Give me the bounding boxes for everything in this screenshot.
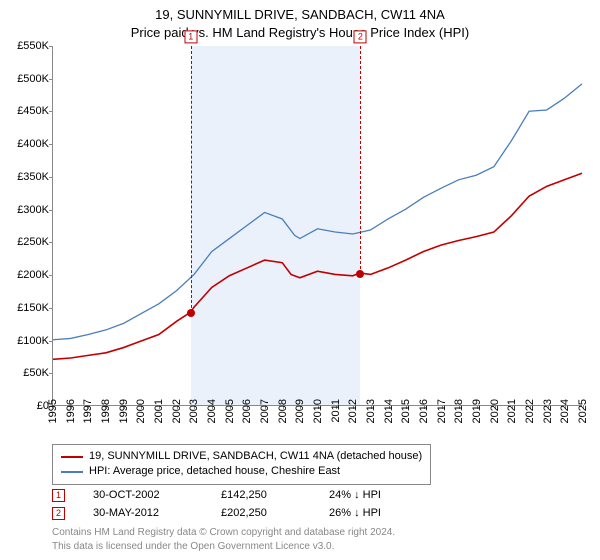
x-tick-label: 2009 [294, 399, 306, 423]
x-tick-label: 2025 [577, 399, 589, 423]
x-tick-label: 2011 [330, 399, 342, 423]
y-tick-label: £500K [5, 73, 49, 85]
x-tick-label: 2022 [524, 399, 536, 423]
x-tick-label: 2005 [224, 399, 236, 423]
chart-area: £0£50K£100K£150K£200K£250K£300K£350K£400… [52, 46, 582, 406]
sales-row: 2 30-MAY-2012 £202,250 26% ↓ HPI [52, 504, 429, 522]
legend-label: 19, SUNNYMILL DRIVE, SANDBACH, CW11 4NA … [89, 449, 422, 464]
x-tick-label: 1997 [82, 399, 94, 423]
x-tick-label: 2024 [559, 399, 571, 423]
footer-line-2: This data is licensed under the Open Gov… [52, 540, 395, 554]
series-hpi [53, 84, 582, 340]
x-tick-label: 2003 [188, 399, 200, 423]
footer-attribution: Contains HM Land Registry data © Crown c… [52, 526, 395, 553]
sale-marker-line [191, 46, 192, 313]
sale-diff: 26% ↓ HPI [329, 507, 429, 519]
legend: 19, SUNNYMILL DRIVE, SANDBACH, CW11 4NA … [52, 444, 431, 485]
sale-date: 30-MAY-2012 [93, 507, 193, 519]
x-tick-label: 2010 [312, 399, 324, 423]
y-tick-label: £150K [5, 302, 49, 314]
sale-marker-box: 2 [354, 30, 367, 43]
x-tick-label: 2021 [506, 399, 518, 423]
sale-diff: 24% ↓ HPI [329, 489, 429, 501]
line-layer [53, 46, 582, 405]
x-tick-label: 2008 [277, 399, 289, 423]
series-price_paid [53, 173, 582, 359]
x-tick-label: 2013 [365, 399, 377, 423]
x-tick-label: 2018 [453, 399, 465, 423]
title-line-1: 19, SUNNYMILL DRIVE, SANDBACH, CW11 4NA [0, 6, 600, 24]
x-tick-label: 2016 [418, 399, 430, 423]
x-tick-label: 2015 [400, 399, 412, 423]
y-tick-label: £400K [5, 138, 49, 150]
x-tick-label: 1995 [47, 399, 59, 423]
y-tick-label: £0 [5, 400, 49, 412]
sales-table: 1 30-OCT-2002 £142,250 24% ↓ HPI 2 30-MA… [52, 486, 429, 522]
y-tick-label: £250K [5, 236, 49, 248]
sale-price: £202,250 [221, 507, 301, 519]
x-tick-label: 2023 [542, 399, 554, 423]
sale-marker-icon: 2 [52, 507, 65, 520]
y-tick-label: £350K [5, 171, 49, 183]
x-tick-label: 2002 [171, 399, 183, 423]
legend-swatch [61, 471, 83, 473]
sales-row: 1 30-OCT-2002 £142,250 24% ↓ HPI [52, 486, 429, 504]
x-tick-label: 2006 [241, 399, 253, 423]
sale-dot [187, 309, 195, 317]
x-tick-label: 2017 [436, 399, 448, 423]
y-tick-label: £200K [5, 269, 49, 281]
x-tick-label: 2000 [135, 399, 147, 423]
sale-marker-icon: 1 [52, 489, 65, 502]
y-tick-label: £550K [5, 40, 49, 52]
sale-dot [356, 270, 364, 278]
x-tick-label: 1998 [100, 399, 112, 423]
y-tick-label: £450K [5, 105, 49, 117]
sale-marker-line [360, 46, 361, 274]
title-line-2: Price paid vs. HM Land Registry's House … [0, 24, 600, 42]
sale-price: £142,250 [221, 489, 301, 501]
legend-label: HPI: Average price, detached house, Ches… [89, 464, 340, 479]
sale-marker-box: 1 [184, 30, 197, 43]
x-tick-label: 2001 [153, 399, 165, 423]
x-tick-label: 2004 [206, 399, 218, 423]
x-tick-label: 2014 [383, 399, 395, 423]
x-tick-label: 2019 [471, 399, 483, 423]
y-tick-label: £50K [5, 367, 49, 379]
y-tick-label: £300K [5, 204, 49, 216]
footer-line-1: Contains HM Land Registry data © Crown c… [52, 526, 395, 540]
x-tick-label: 2020 [489, 399, 501, 423]
legend-swatch [61, 456, 83, 458]
sale-date: 30-OCT-2002 [93, 489, 193, 501]
x-tick-label: 1999 [118, 399, 130, 423]
plot-region: £0£50K£100K£150K£200K£250K£300K£350K£400… [52, 46, 582, 406]
legend-row: 19, SUNNYMILL DRIVE, SANDBACH, CW11 4NA … [61, 449, 422, 464]
x-tick-label: 2007 [259, 399, 271, 423]
chart-titles: 19, SUNNYMILL DRIVE, SANDBACH, CW11 4NA … [0, 0, 600, 41]
y-tick-label: £100K [5, 335, 49, 347]
x-tick-label: 1996 [65, 399, 77, 423]
legend-row: HPI: Average price, detached house, Ches… [61, 464, 422, 479]
x-tick-label: 2012 [347, 399, 359, 423]
